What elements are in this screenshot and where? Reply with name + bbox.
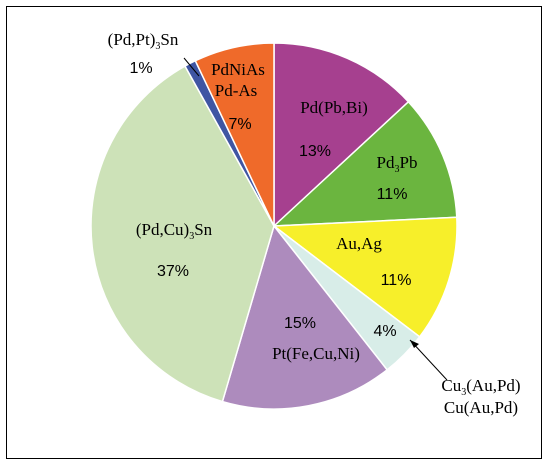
label-auag: Au,Ag — [336, 234, 382, 253]
pie-slice-0 — [273, 42, 410, 228]
pie-slice-1 — [271, 100, 458, 227]
value-auag: 11% — [381, 272, 412, 289]
value-cu3aupd: 4% — [373, 323, 396, 340]
label-cu3aupd-line2: Cu(Au,Pd) — [444, 398, 518, 417]
value-pdpbbi: 13% — [299, 143, 331, 160]
leader-arrowhead-cu3aupd — [410, 340, 419, 348]
pie-slices — [90, 42, 458, 410]
pie-slice-2 — [271, 216, 458, 338]
value-pd3pb: 11% — [377, 186, 408, 203]
label-cu3aupd-line1: Cu3(Au,Pd) — [441, 376, 520, 398]
label-pdpt3sn: (Pd,Pt)3Sn — [108, 30, 179, 52]
leader-line-pdpt3sn — [183, 57, 200, 77]
value-pdpt3sn: 1% — [129, 60, 152, 77]
pie-slice-5 — [90, 65, 275, 403]
label-pdpbbi: Pd(Pb,Bi) — [300, 98, 368, 117]
label-pdnias-line2: Pd-As — [215, 81, 258, 100]
value-pdnias: 7% — [228, 116, 251, 133]
value-ptfecuni: 15% — [284, 315, 316, 332]
pie-slice-4 — [221, 224, 389, 410]
label-pdnias-line1: PdNiAs — [211, 60, 265, 79]
value-pdcu3sn: 37% — [157, 263, 189, 280]
label-pdcu3sn: (Pd,Cu)3Sn — [136, 220, 213, 242]
label-pd3pb: Pd3Pb — [377, 153, 418, 175]
label-ptfecuni: Pt(Fe,Cu,Ni) — [272, 344, 360, 363]
leader-line-cu3aupd — [409, 339, 448, 381]
pie-slice-7 — [194, 42, 275, 227]
